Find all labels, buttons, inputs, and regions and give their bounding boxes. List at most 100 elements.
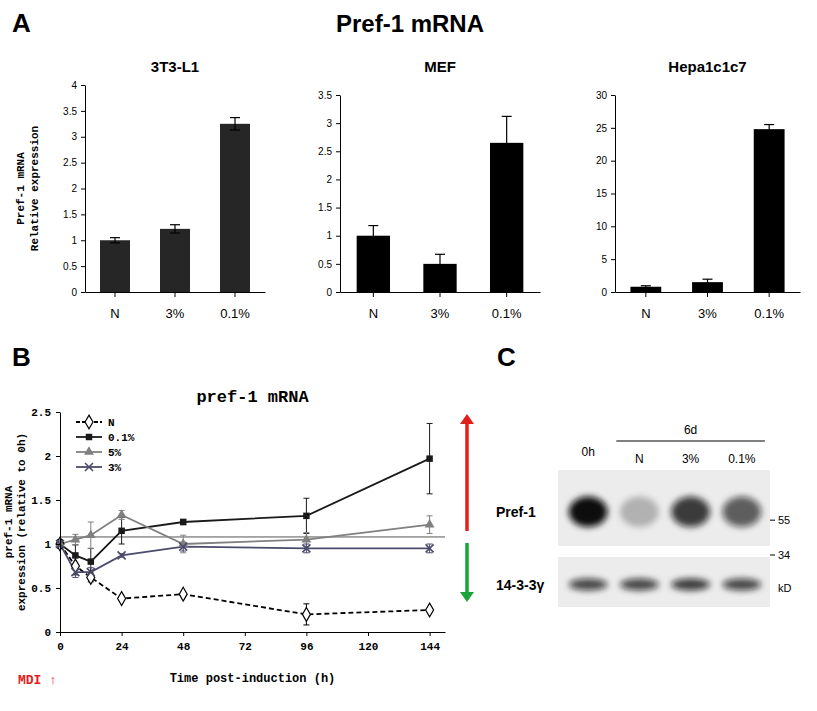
tick: 30	[596, 90, 615, 101]
error-bar-line	[703, 285, 713, 286]
error-bar-line	[764, 124, 774, 125]
error-bar-line	[303, 544, 309, 545]
error-bar-line	[180, 552, 186, 553]
tick: 2	[326, 174, 340, 185]
tick-label: 0.5	[318, 259, 332, 270]
y-axis-title: pref-1 mRNA	[3, 485, 15, 558]
tick: 0.5	[63, 261, 85, 272]
error-bar	[230, 118, 240, 130]
error-bar-line	[435, 273, 445, 274]
point	[303, 513, 309, 519]
figure-title: Pref-1 mRNA	[336, 10, 484, 37]
band	[671, 579, 710, 591]
tick-label: 48	[177, 641, 191, 653]
tick: 144	[420, 632, 440, 653]
blot-background	[558, 470, 770, 546]
size-marker: 55	[778, 514, 790, 526]
tick: 3	[71, 131, 85, 142]
axis-line	[60, 413, 61, 633]
x-axis-title: Time post-induction (h)	[170, 672, 336, 686]
tick-label: 30	[596, 90, 608, 101]
tick-label: 2.5	[31, 407, 51, 419]
tick-mark	[336, 95, 340, 96]
tick-mark	[56, 500, 60, 501]
tick-mark	[336, 236, 340, 237]
error-bar-line	[110, 237, 120, 238]
tick: 15	[596, 188, 615, 199]
error-bar-line	[170, 232, 180, 233]
arrows	[460, 414, 474, 602]
error-bar-line	[174, 225, 175, 233]
tick: 3	[326, 118, 340, 129]
tick-label: 2	[326, 174, 332, 185]
tick: 0	[57, 632, 64, 653]
marks	[100, 118, 250, 292]
tick-mark	[336, 208, 340, 209]
tick: 2.5	[31, 407, 60, 419]
row-label: 14-3-3γ	[496, 577, 544, 593]
tick-mark	[306, 632, 307, 636]
annotation: MDI ↑	[18, 673, 57, 688]
error-bar-line	[119, 544, 125, 545]
tick-mark	[81, 292, 85, 293]
error-bar-line	[88, 567, 94, 568]
tick: 2.5	[63, 157, 85, 168]
band	[620, 497, 659, 527]
error-bar	[641, 286, 651, 288]
marker-dash	[770, 520, 775, 521]
y-axis-title: expression (relative to 0h)	[16, 433, 28, 611]
tick-mark	[611, 161, 615, 162]
error-bar-line	[435, 254, 445, 255]
point	[72, 552, 78, 558]
tick-label: 3%	[166, 306, 185, 321]
axis: 00.511.522.533.5	[318, 90, 340, 298]
tick: 1	[71, 235, 85, 246]
error-bar	[180, 519, 186, 524]
point	[87, 568, 95, 576]
series-line	[60, 515, 430, 544]
tick: 3%	[166, 292, 185, 321]
tick-label: 0.1%	[220, 306, 250, 321]
tick-label: 1	[44, 539, 51, 551]
error-bar-line	[769, 125, 770, 134]
marks	[55, 423, 445, 625]
tick-label: 0	[71, 287, 77, 298]
tick-label: 4	[71, 80, 77, 91]
error-bar-line	[764, 133, 774, 134]
series-line	[60, 544, 430, 614]
point	[71, 559, 79, 573]
point	[425, 519, 435, 528]
tick-label: 0	[601, 287, 607, 298]
group-label: 6d	[684, 423, 697, 437]
bar	[220, 124, 250, 292]
error-bar-line	[72, 577, 78, 578]
tick-mark	[60, 632, 61, 636]
tick-mark	[336, 123, 340, 124]
tick-mark	[183, 632, 184, 636]
point	[118, 528, 124, 534]
tick: 1.5	[318, 202, 340, 213]
tick: 4	[71, 80, 85, 91]
lane-label: 3%	[682, 452, 700, 466]
tick-label: 3	[326, 118, 332, 129]
tick: 25	[596, 123, 615, 134]
arrow-head	[460, 414, 474, 424]
lane-label: 0h	[581, 445, 594, 459]
line-chart: 02448729612014400.511.522.5pref-1 mRNATi…	[3, 388, 474, 688]
error-bar-line	[707, 279, 708, 285]
legend-label: 0.1%	[108, 432, 135, 444]
error-bar-line	[230, 117, 240, 118]
error-bar-line	[114, 238, 115, 243]
legend-marker	[84, 446, 94, 455]
tick: 0.1%	[492, 292, 522, 321]
tick: 0	[44, 627, 60, 639]
tick-label: N	[369, 306, 378, 321]
tick: 96	[300, 632, 313, 653]
point	[426, 544, 434, 552]
tick-label: 0.1%	[754, 306, 784, 321]
tick-label: 2	[44, 451, 51, 463]
legend-marker	[86, 434, 92, 440]
tick-mark	[506, 292, 507, 297]
tick-mark	[611, 259, 615, 260]
legend-label: N	[108, 417, 115, 429]
